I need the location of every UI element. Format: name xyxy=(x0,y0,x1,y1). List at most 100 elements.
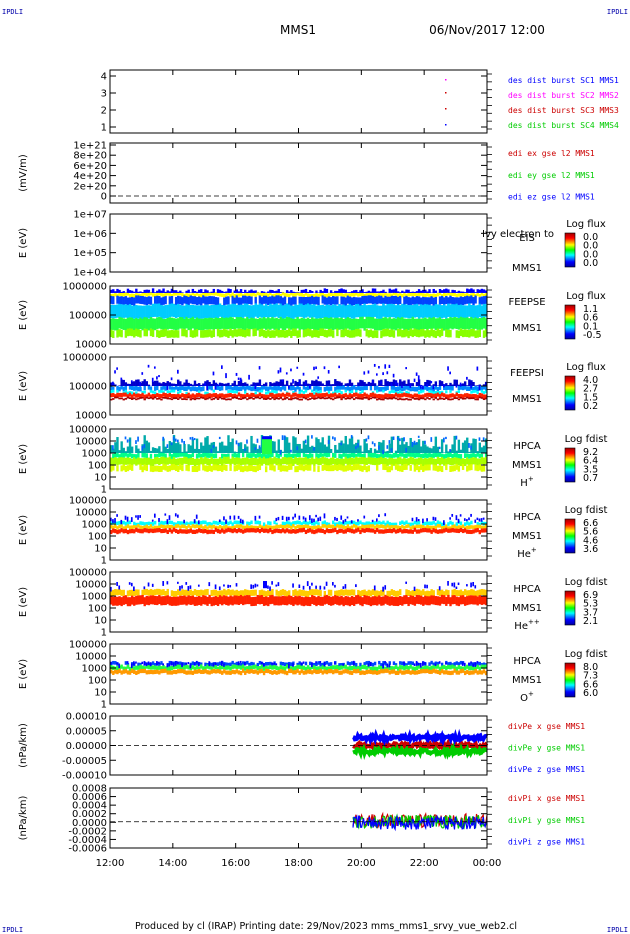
heatmap-cell xyxy=(419,290,423,293)
heatmap-cell xyxy=(241,295,245,304)
heatmap-cell xyxy=(269,457,272,465)
heatmap-cell xyxy=(153,665,157,670)
heatmap-cell xyxy=(415,329,419,337)
heatmap-cell xyxy=(472,297,475,306)
heatmap-cell xyxy=(300,528,303,533)
heatmap-cell xyxy=(470,525,473,529)
heatmap-cell xyxy=(302,520,306,525)
heatmap-cell xyxy=(189,292,192,293)
heatmap-cell xyxy=(210,590,213,597)
heatmap-cell xyxy=(181,529,184,534)
heatmap-cell xyxy=(177,318,180,330)
heatmap-cell xyxy=(133,669,136,674)
heatmap-cell xyxy=(369,329,373,337)
heatmap-cell xyxy=(277,453,280,459)
heatmap-cell xyxy=(221,458,224,466)
heatmap-speck xyxy=(336,517,338,522)
heatmap-cell xyxy=(235,329,239,337)
heatmap-speck xyxy=(258,515,261,519)
heatmap-cell xyxy=(133,329,136,338)
heatmap-cell xyxy=(193,666,197,671)
heatmap-cell xyxy=(229,304,232,318)
heatmap-cell xyxy=(143,296,146,305)
heatmap-speck xyxy=(250,584,253,589)
heatmap-cell xyxy=(355,397,358,399)
heatmap-cell xyxy=(325,392,329,397)
heatmap-cell xyxy=(124,292,128,296)
heatmap-cell xyxy=(187,382,190,386)
heatmap-cell xyxy=(181,297,184,306)
heatmap-cell xyxy=(267,597,270,607)
heatmap-cell xyxy=(344,393,347,398)
heatmap-cell xyxy=(411,291,414,293)
heatmap-cell xyxy=(480,465,484,472)
heatmap-cell xyxy=(422,668,425,674)
heatmap-cell xyxy=(183,529,186,534)
heatmap-cell xyxy=(334,464,337,471)
heatmap-cell xyxy=(116,437,119,453)
heatmap-cell xyxy=(241,668,245,673)
heatmap-cell xyxy=(317,666,320,671)
heatmap-cell xyxy=(470,464,473,471)
heatmap-cell xyxy=(118,392,121,397)
heatmap-cell xyxy=(371,392,375,397)
heatmap-cell xyxy=(426,446,429,453)
y-tick-label: 0.0006 xyxy=(72,792,107,803)
heatmap-cell xyxy=(327,524,331,528)
heatmap-cell xyxy=(216,597,220,607)
heatmap-cell xyxy=(168,596,172,606)
heatmap-cell xyxy=(396,317,400,329)
heatmap-cell xyxy=(283,670,287,675)
y-axis-label: E (eV) xyxy=(18,300,29,330)
heatmap-cell xyxy=(334,304,337,319)
heatmap-cell xyxy=(447,398,450,401)
heatmap-cell xyxy=(122,398,125,401)
heatmap-speck xyxy=(390,382,393,387)
heatmap-speck xyxy=(118,585,121,590)
heatmap-cell xyxy=(216,292,220,296)
heatmap-cell xyxy=(426,392,429,397)
heatmap-cell xyxy=(174,394,178,399)
heatmap-cell xyxy=(271,441,274,453)
heatmap-cell xyxy=(315,392,318,397)
heatmap-cell xyxy=(143,394,146,399)
heatmap-cell xyxy=(474,528,477,533)
heatmap-cell xyxy=(254,458,257,466)
heatmap-cell xyxy=(149,669,153,675)
heatmap-cell xyxy=(434,290,438,293)
heatmap-cell xyxy=(221,290,224,293)
heatmap-cell xyxy=(233,385,236,391)
heatmap-cell xyxy=(329,589,333,596)
heatmap-cell xyxy=(110,393,113,398)
heatmap-speck xyxy=(405,447,407,453)
heatmap-cell xyxy=(315,529,318,534)
heatmap-cell xyxy=(365,661,368,665)
heatmap-cell xyxy=(183,589,186,596)
heatmap-cell xyxy=(177,596,180,606)
heatmap-cell xyxy=(177,452,180,458)
heatmap-cell xyxy=(112,589,115,596)
heatmap-cell xyxy=(168,397,172,400)
heatmap-cell xyxy=(304,386,308,392)
heatmap-cell xyxy=(281,291,285,296)
heatmap-cell xyxy=(409,386,412,392)
heatmap-cell xyxy=(332,292,335,293)
heatmap-cell xyxy=(145,522,148,526)
heatmap-cell xyxy=(352,464,356,471)
heatmap-cell xyxy=(189,329,192,338)
heatmap-cell xyxy=(160,669,163,674)
heatmap-cell xyxy=(384,594,387,604)
heatmap-cell xyxy=(225,665,228,670)
heatmap-cell xyxy=(323,317,327,329)
heatmap-cell xyxy=(355,304,358,318)
heatmap-cell xyxy=(200,453,203,459)
heatmap-cell xyxy=(346,524,350,528)
heatmap-cell xyxy=(187,293,190,297)
heatmap-cell xyxy=(476,391,479,395)
heatmap-cell xyxy=(260,385,264,386)
heatmap-cell xyxy=(166,330,169,338)
heatmap-cell xyxy=(459,385,463,390)
heatmap-cell xyxy=(137,295,140,304)
heatmap-cell xyxy=(187,444,190,453)
heatmap-speck xyxy=(281,515,284,520)
